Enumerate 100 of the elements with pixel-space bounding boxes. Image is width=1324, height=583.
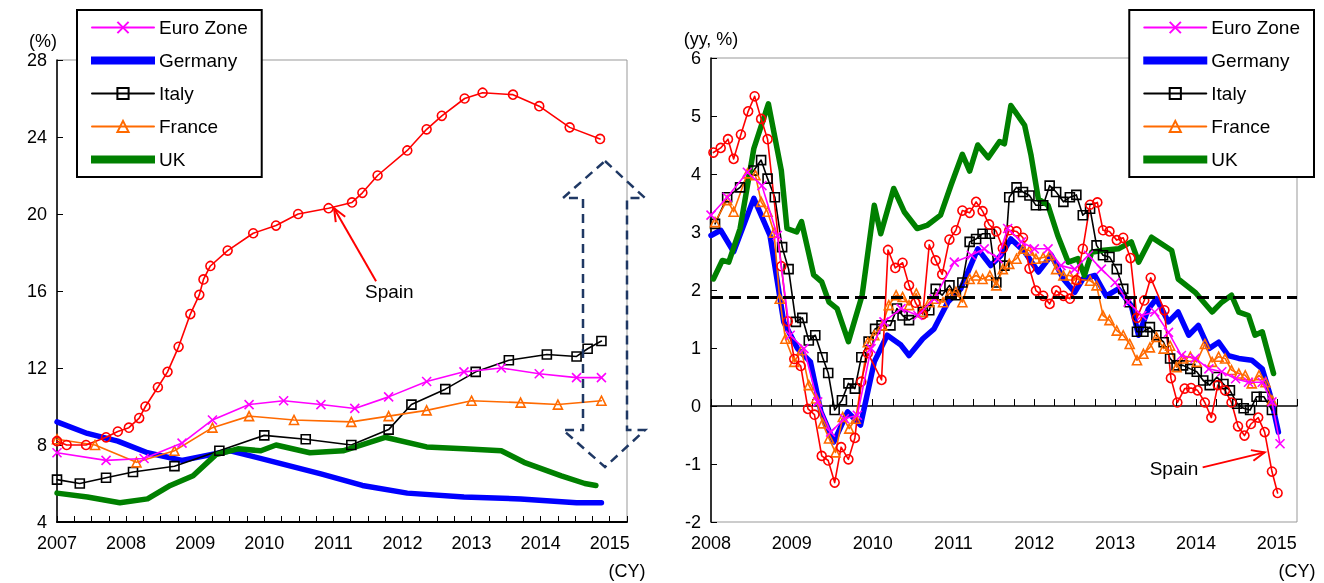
point <box>1069 263 1081 275</box>
y-tick-label: 4 <box>690 164 701 184</box>
point <box>477 87 488 99</box>
point <box>133 412 145 424</box>
point <box>1274 438 1286 449</box>
point <box>140 401 151 412</box>
point <box>127 466 139 478</box>
point <box>406 399 417 410</box>
point <box>571 351 582 362</box>
point <box>495 362 507 374</box>
point <box>123 422 135 433</box>
point <box>138 453 150 464</box>
point <box>458 366 470 378</box>
point <box>812 396 823 408</box>
point <box>1243 376 1254 388</box>
point <box>1230 373 1241 385</box>
point <box>895 303 907 314</box>
point <box>51 474 63 485</box>
y-tick-label: -2 <box>684 512 701 532</box>
point <box>169 460 180 472</box>
x-tick-label: 2014 <box>1175 533 1216 553</box>
x-tick-label: 2009 <box>771 533 812 553</box>
point <box>383 424 394 435</box>
point <box>466 395 477 407</box>
legend-label: Germany <box>1211 50 1290 71</box>
point <box>194 289 205 301</box>
point <box>582 343 593 355</box>
y-tick-label: 24 <box>26 127 47 147</box>
y-tick-label: 5 <box>690 106 701 126</box>
annotation: Spain <box>1149 458 1199 480</box>
legend-label: Italy <box>1211 83 1247 104</box>
point <box>214 445 225 457</box>
point <box>1016 236 1027 248</box>
x-tick-label: 2013 <box>451 533 492 553</box>
point <box>152 381 164 393</box>
legend-label: France <box>159 116 219 137</box>
point <box>596 395 607 407</box>
y-tick-label: 8 <box>36 435 47 455</box>
y-tick-label: 0 <box>690 396 701 416</box>
point <box>552 399 564 410</box>
point <box>383 391 394 403</box>
y-axis-title: (yy, %) <box>683 29 739 49</box>
point <box>176 437 188 449</box>
point <box>421 124 432 135</box>
point <box>315 399 327 410</box>
point <box>247 227 259 239</box>
x-tick-label: 2011 <box>934 533 973 553</box>
point <box>258 430 270 441</box>
point <box>205 260 216 272</box>
point <box>596 335 607 347</box>
point <box>571 372 582 383</box>
point <box>865 343 877 354</box>
point <box>1136 310 1148 321</box>
point <box>912 310 924 321</box>
point <box>978 243 990 255</box>
point <box>100 455 112 466</box>
point <box>162 366 173 378</box>
point <box>243 410 255 422</box>
point <box>421 376 432 387</box>
x-tick-label: 2008 <box>690 533 732 553</box>
x-axis-title: (CY) <box>1278 561 1316 581</box>
x-tick-label: 2007 <box>36 533 78 553</box>
point <box>61 439 72 451</box>
point <box>131 457 142 468</box>
point <box>533 368 545 380</box>
x-axis-title: (CY) <box>608 561 646 581</box>
x-tick-label: 2010 <box>244 533 285 553</box>
point <box>594 133 606 145</box>
legend-label: France <box>1211 116 1271 137</box>
point <box>288 414 300 426</box>
point <box>51 447 63 458</box>
point <box>470 366 481 378</box>
point <box>784 329 796 341</box>
point <box>515 397 526 408</box>
point <box>1256 376 1268 388</box>
point <box>533 100 545 112</box>
point <box>300 433 312 445</box>
point <box>1042 243 1054 255</box>
annotation: Spain <box>365 281 414 303</box>
x-tick-label: 2009 <box>175 533 216 553</box>
point <box>346 197 358 208</box>
point <box>771 230 783 241</box>
legend-label: Italy <box>159 83 195 104</box>
x-tick-label: 2013 <box>1095 533 1136 553</box>
point <box>596 372 607 383</box>
point <box>507 89 519 100</box>
legend-label: Euro Zone <box>159 17 248 38</box>
y-tick-label: 4 <box>36 512 47 532</box>
point <box>100 472 112 484</box>
y-tick-label: 3 <box>690 222 701 242</box>
point <box>222 245 233 256</box>
point <box>1149 306 1161 318</box>
y-tick-label: 1 <box>690 338 701 358</box>
point <box>1096 263 1107 275</box>
point <box>372 170 383 181</box>
point <box>185 308 196 320</box>
x-tick-label: 2011 <box>314 533 353 553</box>
x-tick-label: 2010 <box>852 533 893 553</box>
point <box>1163 327 1174 338</box>
point <box>1109 277 1121 288</box>
